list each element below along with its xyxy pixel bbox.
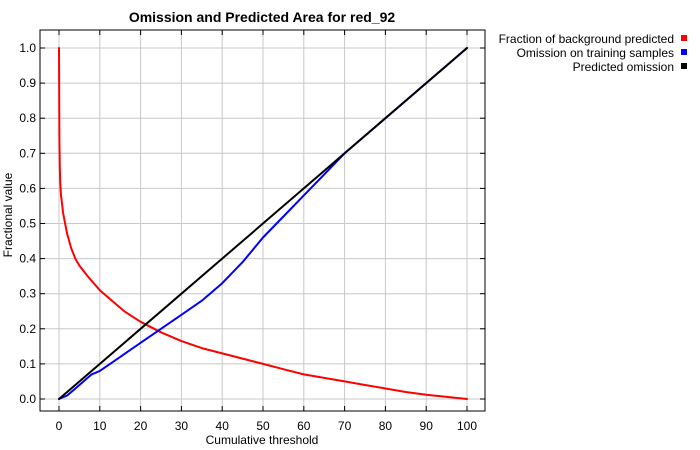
x-tick-label: 80 [379, 419, 393, 433]
chart-title: Omission and Predicted Area for red_92 [129, 9, 396, 25]
legend-swatch [681, 35, 687, 41]
x-tick-label: 50 [256, 419, 270, 433]
legend-item-training-omission: Omission on training samples [517, 46, 687, 60]
grid-layer [40, 30, 485, 411]
x-tick-label: 20 [134, 419, 148, 433]
y-tick-label: 0.7 [19, 146, 36, 160]
legend-label: Omission on training samples [517, 46, 674, 60]
legend-label: Fraction of background predicted [499, 32, 674, 46]
series-line-background-predicted [58, 47, 468, 400]
x-tick-label: 30 [175, 419, 189, 433]
series-layer [58, 47, 468, 400]
legend: Fraction of background predictedOmission… [499, 32, 687, 74]
y-tick-label: 0.2 [19, 322, 36, 336]
y-tick-label: 0.1 [19, 357, 36, 371]
tick-layer: 0 10 20 30 40 50 60 70 80 90 100 0.0 0.1 0.2 0.3 0.4 0.5… [19, 30, 485, 433]
legend-item-predicted-omission: Predicted omission [573, 60, 687, 74]
legend-swatch [681, 63, 687, 69]
y-tick-label: 0.4 [19, 252, 36, 266]
y-axis-label: Fractional value [1, 172, 15, 257]
legend-swatch [681, 49, 687, 55]
y-tick-label: 0.5 [19, 217, 36, 231]
x-axis-label: Cumulative threshold [206, 433, 319, 447]
y-tick-label: 0.6 [19, 181, 36, 195]
x-tick-label: 90 [420, 419, 434, 433]
x-tick-label: 100 [457, 419, 477, 433]
y-tick-label: 0.3 [19, 287, 36, 301]
x-tick-label: 40 [216, 419, 230, 433]
y-tick-label: 0.0 [19, 392, 36, 406]
legend-label: Predicted omission [573, 60, 674, 74]
y-tick-label: 0.9 [19, 76, 36, 90]
x-tick-label: 10 [93, 419, 107, 433]
legend-item-background-predicted: Fraction of background predicted [499, 32, 687, 46]
y-tick-label: 0.8 [19, 111, 36, 125]
series-line-predicted-omission [58, 47, 468, 400]
x-tick-label: 60 [297, 419, 311, 433]
x-tick-label: 0 [56, 419, 63, 433]
x-tick-label: 70 [338, 419, 352, 433]
y-tick-label: 1.0 [19, 41, 36, 55]
